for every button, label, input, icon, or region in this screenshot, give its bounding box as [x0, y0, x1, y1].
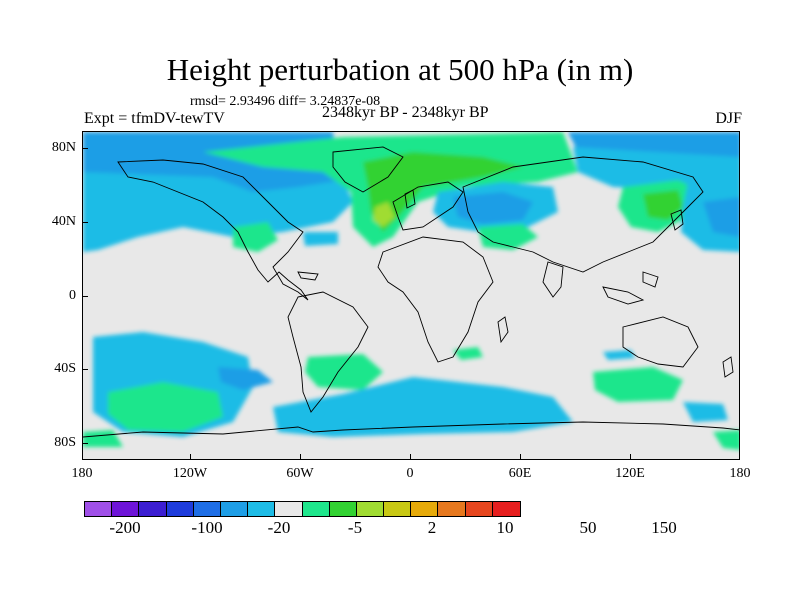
experiment-label: Expt = tfmDV-tewTV: [84, 110, 225, 127]
y-tick-80n: [82, 148, 88, 149]
colorbar-swatch-2: [112, 502, 140, 516]
colorbar-label-3: -20: [267, 518, 291, 537]
stats-line: rmsd= 2.93496 diff= 3.24837e-08: [190, 94, 381, 109]
colorbar-label-6: 10: [496, 518, 514, 537]
anomaly-region-pacific-small-blue: [303, 232, 338, 246]
y-tick-80s: [82, 443, 88, 444]
anomaly-region-sp-midblue: [218, 367, 273, 390]
colorbar-label-4: -5: [347, 518, 363, 537]
colorbar: [84, 501, 521, 517]
colorbar-swatch-3: [139, 502, 167, 516]
x-tick-120w: [190, 454, 191, 460]
colorbar-swatch-16: [492, 502, 520, 516]
colorbar-swatch-7: [248, 502, 276, 516]
anomaly-region-sp-green: [108, 382, 223, 432]
x-tick-120e: [630, 454, 631, 460]
y-tick-40n: [82, 222, 88, 223]
map-title: Height perturbation at 500 hPa (in m): [166, 52, 634, 87]
colorbar-swatch-1: [85, 502, 113, 516]
x-label-120w: 120W: [172, 466, 208, 481]
coastlines: [83, 146, 739, 438]
season-label: DJF: [715, 110, 742, 127]
colorbar-swatch-14: [438, 502, 466, 516]
y-tick-40s: [82, 369, 88, 370]
colorbar-label-5: 2: [427, 518, 437, 537]
anomaly-region-australia-blue: [603, 350, 635, 360]
x-tick-0: [410, 454, 411, 460]
anomaly-region-satl-green: [305, 354, 383, 390]
anomaly-region-antarctic-green-east: [713, 430, 739, 450]
colorbar-swatch-4: [166, 502, 194, 516]
x-label-180-west: 180: [71, 466, 93, 481]
x-label-120e: 120E: [615, 466, 645, 481]
x-tick-60e: [520, 454, 521, 460]
anomaly-region-atlantic-brightgreen: [363, 152, 523, 232]
colorbar-swatch-5: [193, 502, 221, 516]
anomaly-region-mideast-green: [478, 224, 538, 250]
colorbar-label-2: -100: [191, 518, 223, 537]
x-label-180-east: 180: [729, 466, 751, 481]
anomaly-region-eurasia-midblue: [453, 192, 533, 224]
anomaly-region-southern-ocean-blue: [273, 377, 573, 437]
period-label: 2348kyr BP - 2348kyr BP: [322, 104, 489, 121]
colorbar-swatch-9: [302, 502, 330, 516]
y-label-80n: 80N: [51, 140, 76, 155]
y-tick-0: [82, 296, 88, 297]
y-label-0: 0: [69, 288, 76, 303]
anomaly-region-na-lightblue: [83, 172, 353, 252]
colorbar-label-7: 50: [579, 518, 597, 537]
colorbar-label-1: -200: [109, 518, 141, 537]
anomaly-region-safrica-green: [453, 347, 483, 360]
anomaly-region-antarctic-green: [83, 430, 123, 447]
anomaly-region-sindian-green: [593, 367, 683, 402]
colorbar-swatch-8: [275, 502, 303, 516]
colorbar-swatch-13: [411, 502, 439, 516]
anomaly-region-se-pacific-blue: [683, 402, 728, 422]
anomaly-region-siberia-lightblue: [573, 147, 739, 190]
colorbar-swatch-10: [329, 502, 357, 516]
colorbar-swatch-15: [465, 502, 493, 516]
x-label-0: 0: [406, 466, 414, 481]
map-plot-area: [82, 131, 740, 460]
y-label-40s: 40S: [54, 361, 76, 376]
colorbar-swatch-6: [220, 502, 249, 516]
map-canvas: [83, 132, 739, 450]
x-label-60w: 60W: [286, 466, 314, 481]
y-label-80s: 80S: [54, 435, 76, 450]
y-label-40n: 40N: [51, 214, 76, 229]
anomaly-region-eastasia-brightgreen: [643, 190, 683, 220]
colorbar-swatch-11: [356, 502, 385, 516]
colorbar-swatch-12: [384, 502, 412, 516]
x-tick-60w: [300, 454, 301, 460]
colorbar-label-8: 150: [651, 518, 677, 537]
anomaly-region-atlantic-core: [373, 202, 395, 227]
anomaly-region-npac-midblue: [703, 197, 739, 237]
x-label-60e: 60E: [508, 466, 532, 481]
